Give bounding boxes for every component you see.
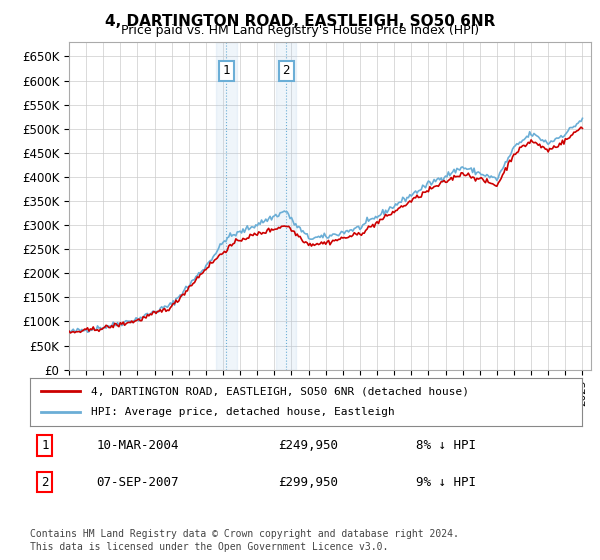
Text: £249,950: £249,950 [278, 439, 338, 452]
Text: 1: 1 [223, 64, 230, 77]
Text: 2: 2 [41, 475, 49, 489]
Text: HPI: Average price, detached house, Eastleigh: HPI: Average price, detached house, East… [91, 407, 394, 417]
Text: Price paid vs. HM Land Registry's House Price Index (HPI): Price paid vs. HM Land Registry's House … [121, 24, 479, 37]
Text: 2: 2 [282, 64, 290, 77]
Text: £299,950: £299,950 [278, 475, 338, 489]
Text: 8% ↓ HPI: 8% ↓ HPI [416, 439, 476, 452]
Text: 4, DARTINGTON ROAD, EASTLEIGH, SO50 6NR: 4, DARTINGTON ROAD, EASTLEIGH, SO50 6NR [105, 14, 495, 29]
Text: 07-SEP-2007: 07-SEP-2007 [96, 475, 179, 489]
Text: 10-MAR-2004: 10-MAR-2004 [96, 439, 179, 452]
Text: This data is licensed under the Open Government Licence v3.0.: This data is licensed under the Open Gov… [30, 542, 388, 552]
Text: 9% ↓ HPI: 9% ↓ HPI [416, 475, 476, 489]
Text: 4, DARTINGTON ROAD, EASTLEIGH, SO50 6NR (detached house): 4, DARTINGTON ROAD, EASTLEIGH, SO50 6NR … [91, 386, 469, 396]
Bar [216, 42, 236, 370]
Text: Contains HM Land Registry data © Crown copyright and database right 2024.: Contains HM Land Registry data © Crown c… [30, 529, 459, 539]
Bar [276, 42, 296, 370]
Text: 1: 1 [41, 439, 49, 452]
